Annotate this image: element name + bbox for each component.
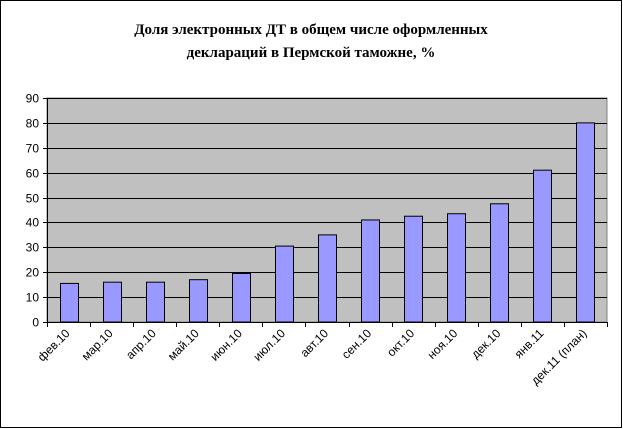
x-tick-label: янв.11 xyxy=(512,326,547,361)
bar-мар.10 xyxy=(103,281,122,323)
chart-title-line-2: деклараций в Пермской таможне, % xyxy=(186,45,436,61)
bar-дек.11 (план) xyxy=(576,122,595,323)
x-tick-label: дек.10 xyxy=(468,326,503,361)
x-tick-label: сен.10 xyxy=(339,326,375,362)
x-tick-label: окт.10 xyxy=(384,326,417,359)
x-tick-label: июн.10 xyxy=(207,326,245,364)
y-tick-label: 40 xyxy=(26,216,40,230)
y-tick-label: 70 xyxy=(26,142,40,156)
bar-сен.10 xyxy=(361,219,380,323)
x-tick-label: ноя.10 xyxy=(425,326,461,362)
bar-апр.10 xyxy=(146,281,165,323)
x-tick-label: фев.10 xyxy=(35,326,73,364)
chart-title: Доля электронных ДТ в общем числе оформл… xyxy=(1,19,621,65)
x-tick-label: апр.10 xyxy=(123,326,159,362)
y-tick-label: 60 xyxy=(26,167,40,181)
bar-янв.11 xyxy=(533,169,552,323)
y-tick-label: 10 xyxy=(26,291,40,305)
x-tick-label: май.10 xyxy=(165,326,202,363)
bar-окт.10 xyxy=(404,215,423,323)
bar-авт.10 xyxy=(318,234,337,323)
bar-ноя.10 xyxy=(447,213,466,323)
x-tick-label: авт.10 xyxy=(297,326,331,360)
y-tick-label: 20 xyxy=(26,266,40,280)
chart-title-line-1: Доля электронных ДТ в общем числе оформл… xyxy=(134,22,488,38)
y-tick-label: 0 xyxy=(32,316,39,330)
y-tick-label: 80 xyxy=(26,117,40,131)
x-tick-label: мар.10 xyxy=(79,326,116,363)
y-tick-label: 50 xyxy=(26,192,40,206)
bar-май.10 xyxy=(189,279,208,323)
y-tick-label: 90 xyxy=(26,92,40,106)
y-tick-label: 30 xyxy=(26,241,40,255)
x-tick-label: июл.10 xyxy=(250,326,288,364)
bar-июн.10 xyxy=(232,272,251,323)
bar-дек.10 xyxy=(490,203,509,323)
bar-фев.10 xyxy=(60,282,79,323)
bar-июл.10 xyxy=(275,245,294,323)
